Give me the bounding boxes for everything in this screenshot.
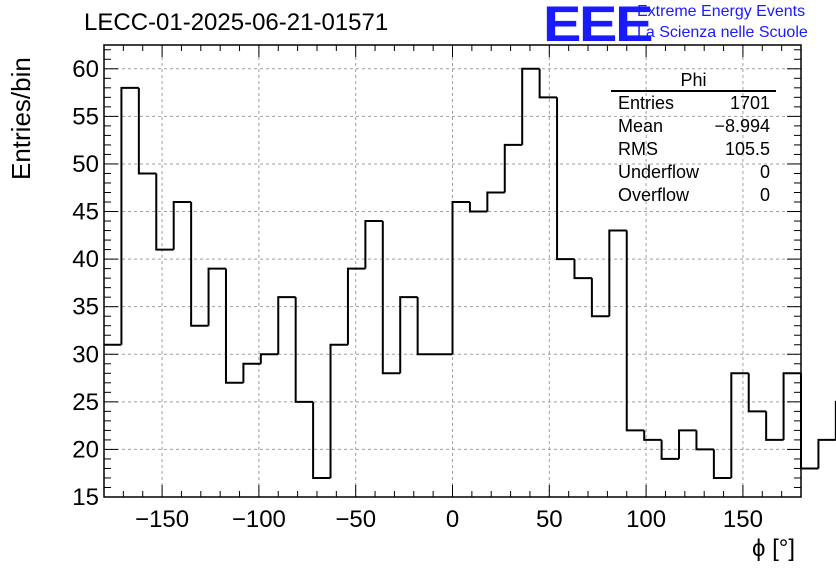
histogram-bin	[608, 229, 627, 317]
stats-row: Underflow 0	[611, 161, 776, 184]
stats-label: Underflow	[618, 162, 700, 182]
y-tick-label: 40	[72, 246, 99, 273]
stats-box: Phi Entries 1701 Mean −8.994 RMS 105.5 U…	[611, 70, 776, 207]
eee-logo: EEE	[543, 0, 653, 52]
x-axis-label: ϕ [°]	[752, 535, 796, 562]
histogram-bin	[137, 87, 157, 175]
histogram-bin	[399, 296, 418, 374]
logo-line-1: Extreme Energy Events	[637, 3, 806, 20]
histogram-bin	[155, 173, 174, 251]
stats-label: Entries	[618, 93, 675, 113]
histogram-bin	[643, 430, 662, 441]
histogram-bin	[207, 267, 226, 326]
histogram-bin	[364, 220, 383, 269]
histogram-bin	[259, 353, 279, 364]
x-tick-label: −150	[135, 506, 189, 533]
y-tick-label: 30	[72, 341, 99, 368]
histogram-bin	[381, 221, 401, 375]
histogram-bin	[712, 449, 732, 479]
stats-row: RMS 105.5	[611, 138, 776, 161]
y-tick-label: 15	[72, 484, 99, 511]
stats-divider	[611, 90, 776, 92]
y-tick-label: 20	[72, 436, 99, 463]
y-tick-label: 45	[72, 199, 99, 226]
histogram-bin	[312, 401, 331, 479]
histogram-bin	[521, 67, 540, 145]
histogram-bin	[294, 297, 314, 403]
x-tick-label: 100	[626, 506, 666, 533]
stats-value: 0	[759, 162, 770, 182]
x-tick-label: 150	[723, 506, 763, 533]
y-tick-label: 35	[72, 294, 99, 321]
histogram-bin	[538, 68, 558, 99]
histogram-bin	[224, 268, 244, 384]
stats-name: Phi	[680, 70, 707, 90]
chart-title: LECC-01-2025-06-21-01571	[84, 9, 389, 36]
y-tick-label: 50	[72, 151, 99, 178]
y-tick-label: 25	[72, 389, 99, 416]
stats-row: Overflow 0	[611, 184, 776, 207]
histogram-bin	[486, 191, 505, 212]
x-tick-label: 0	[446, 506, 459, 533]
stats-label: Mean	[618, 116, 664, 136]
y-tick-label: 60	[72, 56, 99, 83]
histogram-bin	[120, 86, 139, 345]
stats-value: 105.5	[724, 139, 770, 159]
x-tick-label: −50	[335, 506, 376, 533]
y-axis-label: Entries/bin	[6, 57, 36, 180]
logo-line-2: La Scienza nelle Scuole	[637, 24, 808, 41]
histogram-bin	[503, 143, 523, 193]
x-tick-label: −100	[232, 506, 286, 533]
histogram-bin	[573, 259, 592, 280]
histogram-bin	[747, 373, 767, 413]
histogram-bin	[172, 201, 192, 250]
histogram-bin	[625, 230, 645, 432]
histogram-bin	[556, 97, 575, 261]
histogram-bin	[346, 267, 366, 345]
stats-row: Entries 1701	[611, 92, 776, 115]
stats-value: −8.994	[714, 116, 770, 136]
histogram-bin	[277, 296, 296, 355]
histogram-bin	[329, 343, 348, 478]
stats-value: 0	[759, 185, 770, 205]
histogram-bin	[590, 278, 610, 318]
histogram-bin	[468, 202, 488, 213]
stats-row: Mean −8.994	[611, 115, 776, 138]
histogram-bin	[660, 439, 680, 460]
histogram-bin	[730, 372, 749, 478]
x-tick-label: 50	[536, 506, 563, 533]
histogram-bin	[800, 373, 819, 470]
histogram-bin	[765, 411, 784, 441]
histogram-bin	[190, 202, 209, 327]
histogram-bin	[678, 429, 697, 459]
histogram-bin	[695, 430, 714, 451]
histogram-bin	[416, 297, 436, 356]
stats-label: Overflow	[618, 185, 690, 205]
stats-label: RMS	[618, 139, 658, 159]
histogram-bin	[242, 362, 261, 383]
y-tick-label: 55	[72, 103, 99, 130]
histogram-bin	[817, 438, 836, 469]
stats-value: 1701	[729, 93, 770, 113]
histogram-bin	[451, 201, 470, 355]
